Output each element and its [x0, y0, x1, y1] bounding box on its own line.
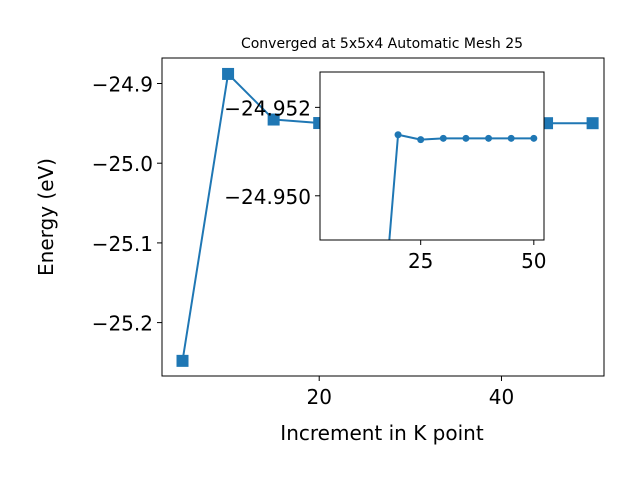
- inset-series-line: [388, 133, 534, 240]
- inset-data-point: [507, 134, 515, 142]
- inset-data-point: [417, 136, 425, 144]
- y-axis-label: Energy (eV): [34, 158, 58, 276]
- data-point: [267, 113, 280, 126]
- x-tick-label: 40: [489, 385, 514, 409]
- plot-frame: [161, 57, 605, 377]
- x-axis-label: Increment in K point: [280, 421, 484, 445]
- y-axis-ticks: −24.9 −25.0 −25.1 −25.2: [92, 73, 162, 336]
- inset-plot-area: [320, 72, 544, 240]
- inset-data-point: [394, 131, 402, 139]
- y-tick-label: −24.9: [92, 73, 153, 97]
- inset-data-point: [462, 134, 470, 142]
- x-tick-label: 20: [306, 385, 331, 409]
- y-tick-label: −25.0: [92, 152, 153, 176]
- x-axis-ticks: 20 40: [306, 376, 514, 409]
- inset-x-tick-label: 25: [408, 249, 433, 273]
- chart-title: Converged at 5x5x4 Automatic Mesh 25: [241, 36, 523, 52]
- inset-series: [388, 131, 538, 240]
- data-point: [313, 117, 326, 130]
- inset-frame: [319, 71, 545, 241]
- inset-data-point: [439, 134, 447, 142]
- y-tick-label: −25.2: [92, 312, 153, 336]
- inset-data-point: [530, 134, 538, 142]
- inset-y-tick-label: −24.952: [224, 96, 311, 120]
- inset-y-axis-ticks: −24.952 −24.950: [224, 96, 320, 209]
- inset-x-tick-label: 50: [521, 249, 546, 273]
- inset-y-tick-label: −24.950: [224, 185, 311, 209]
- inset-x-axis-ticks: 25 50: [408, 240, 547, 273]
- y-tick-label: −25.1: [92, 232, 153, 256]
- inset-data-point: [485, 134, 493, 142]
- data-point: [222, 67, 235, 80]
- data-point: [176, 354, 189, 367]
- data-point: [586, 117, 599, 130]
